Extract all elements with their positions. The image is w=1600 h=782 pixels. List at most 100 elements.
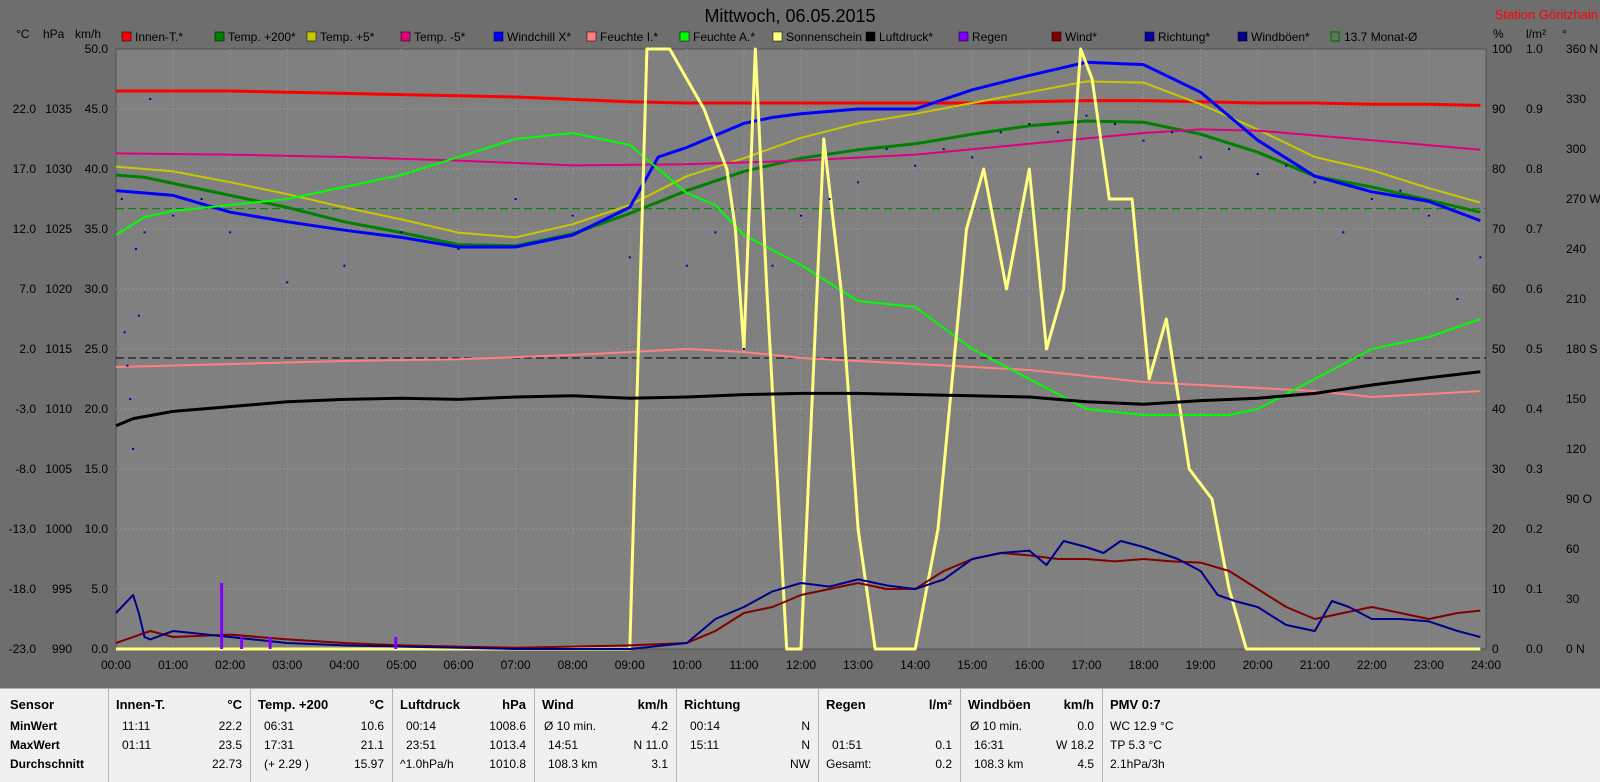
percent-tick-label: 70 (1492, 222, 1506, 236)
series-line-windb-en (115, 540, 1481, 650)
stats-wind-column: Wind km/h Ø 10 min. 4.2 14:51 N 11.0 108… (534, 689, 677, 782)
direction-point (400, 231, 403, 234)
x-tick-label: 06:00 (443, 658, 473, 672)
stats-windboeen-distance: 108.3 km (974, 757, 1024, 771)
percent-tick-label: 20 (1492, 522, 1506, 536)
stats-innen-column: Innen-T. °C 11:11 22.2 01:11 23.5 22.73 (108, 689, 251, 782)
direction-tick-label: 210 (1566, 292, 1586, 306)
legend-label: Feuchte A.* (693, 30, 755, 44)
legend-swatch (772, 31, 783, 42)
percent-unit-label: % (1493, 27, 1504, 41)
direction-point (1370, 198, 1373, 200)
weather-chart: 00:00 01:00 02:00 03:00 04:00 05:00 06:00 07:00… (8, 6, 1600, 672)
lm2-tick-label: 0.2 (1526, 522, 1543, 536)
kmh-tick-label: 0.0 (91, 642, 108, 656)
x-tick-label: 14:00 (900, 658, 930, 672)
direction-point (457, 248, 460, 250)
direction-point (123, 331, 126, 334)
direction-point (914, 164, 917, 167)
lm2-tick-label: 0.8 (1526, 162, 1543, 176)
stats-innen-avg-value: 22.73 (211, 757, 242, 771)
series-line-windchill-x (115, 60, 1481, 249)
direction-point (1427, 214, 1430, 217)
celsius-tick-label: 22.0 (13, 102, 37, 116)
legend-swatch (1051, 31, 1062, 42)
stats-luftdruck-unit: hPa (502, 697, 526, 712)
kmh-tick-label: 15.0 (85, 462, 109, 476)
direction-point (1113, 123, 1116, 125)
direction-point (1456, 298, 1459, 300)
x-tick-label: 22:00 (1357, 658, 1387, 672)
direction-point (1313, 181, 1316, 184)
hpa-tick-label: 1020 (45, 282, 72, 296)
hpa-tick-label: 995 (52, 582, 72, 596)
stats-temp200-max-time: 17:31 (264, 738, 295, 752)
x-tick-label: 04:00 (329, 658, 359, 672)
stats-richtung-max-value: N (801, 738, 810, 752)
chart-title: Mittwoch, 06.05.2015 (704, 6, 875, 26)
direction-unit-label: ° (1562, 27, 1567, 41)
direction-point (971, 156, 974, 159)
stats-luftdruck-min-value: 1008.6 (489, 719, 526, 733)
legend-swatch (865, 31, 876, 42)
lm2-tick-label: 0.7 (1526, 222, 1543, 236)
stats-innen-max-value: 23.5 (218, 738, 242, 752)
direction-point (120, 198, 123, 200)
stats-windboeen-header: Windböen (968, 697, 1031, 712)
direction-point (172, 214, 175, 217)
lm2-unit-label: l/m² (1526, 27, 1546, 41)
stats-innen-unit: °C (227, 697, 242, 712)
stats-temp200-max-value: 21.1 (360, 738, 384, 752)
percent-tick-label: 50 (1492, 342, 1506, 356)
direction-point (129, 398, 132, 400)
stats-temp200-column: Temp. +200 °C 06:31 10.6 17:31 21.1 (+ 2… (250, 689, 393, 782)
hpa-tick-label: 1005 (45, 462, 72, 476)
lm2-tick-label: 0.1 (1526, 582, 1543, 596)
x-tick-label: 21:00 (1300, 658, 1330, 672)
legend-swatch (214, 31, 225, 42)
legend: Innen-T.* Temp. +200* Temp. +5* Temp. -5* Wi… (121, 30, 1417, 44)
lm2-tick-label: 0.6 (1526, 282, 1543, 296)
stats-regen-unit: l/m² (928, 697, 952, 712)
hpa-tick-label: 1015 (45, 342, 72, 356)
direction-point (628, 256, 631, 259)
legend-label: Regen (972, 30, 1007, 44)
x-tick-label: 16:00 (1014, 658, 1044, 672)
kmh-tick-label: 25.0 (85, 342, 109, 356)
x-tick-label: 13:00 (843, 658, 873, 672)
x-tick-label: 17:00 (1071, 658, 1101, 672)
celsius-tick-label: -8.0 (15, 462, 36, 476)
stats-richtung-min-time: 00:14 (690, 719, 721, 733)
direction-point (137, 314, 140, 317)
direction-point (571, 214, 574, 217)
legend-label: Luftdruck* (879, 30, 933, 44)
direction-tick-label: 0 N (1566, 642, 1585, 656)
stats-richtung-column: Richtung 00:14 N 15:11 N NW (676, 689, 819, 782)
stats-windboeen-avg10-label: Ø 10 min. (970, 719, 1023, 733)
stats-windboeen-column: Windböen km/h Ø 10 min. 0.0 16:31 W 18.2… (960, 689, 1103, 782)
stats-temp200-unit: °C (369, 697, 384, 712)
series-line-feuchte-a (115, 132, 1481, 416)
direction-point (771, 264, 774, 267)
legend-label: Innen-T.* (135, 30, 183, 44)
hpa-tick-label: 1035 (45, 102, 72, 116)
lm2-tick-label: 0.3 (1526, 462, 1543, 476)
x-tick-label: 24:00 (1471, 658, 1501, 672)
direction-point (714, 231, 717, 234)
stats-panel: Sensor MinWert MaxWert Durchschnitt Inne… (0, 688, 1600, 782)
direction-point (1399, 189, 1402, 192)
direction-tick-label: 30 (1566, 592, 1580, 606)
stats-temp200-avg-value: 15.97 (353, 757, 384, 771)
stats-windboeen-avg10-value: 0.0 (1077, 719, 1094, 733)
direction-point (1228, 148, 1231, 150)
direction-point (942, 148, 945, 150)
stats-sensor-header: Sensor (10, 697, 55, 712)
hpa-tick-label: 990 (52, 642, 72, 656)
direction-point (143, 231, 146, 234)
stats-wind-unit: km/h (637, 697, 668, 712)
stats-regen-column: Regen l/m² 01:51 0.1 Gesamt: 0.2 (818, 689, 961, 782)
stats-row-label-max: MaxWert (10, 738, 60, 752)
legend-label: 13.7 Monat-Ø (1344, 30, 1417, 44)
x-tick-label: 18:00 (1128, 658, 1158, 672)
legend-swatch (400, 31, 411, 42)
